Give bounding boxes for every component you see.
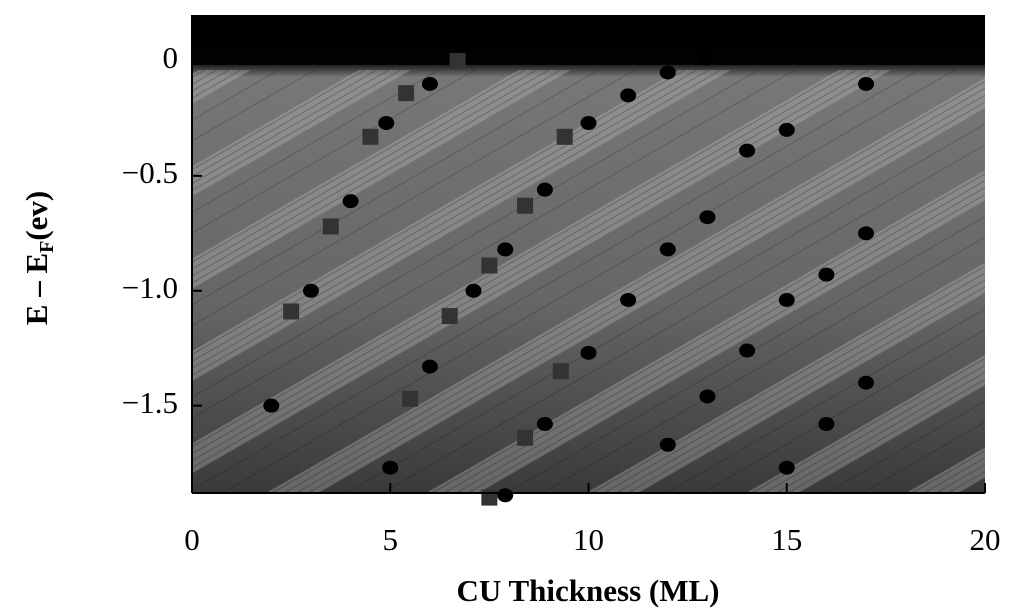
circle-point <box>699 210 716 225</box>
square-point <box>517 197 534 214</box>
square-point <box>481 257 498 274</box>
circle-point <box>580 345 597 360</box>
y-tick-label: −1.5 <box>122 385 178 420</box>
circle-point <box>739 343 756 358</box>
circle-point <box>699 389 716 404</box>
square-point <box>283 303 300 320</box>
y-tick-label: −0.5 <box>122 155 178 190</box>
x-axis-label: CU Thickness (ML) <box>457 573 720 608</box>
circle-point <box>818 417 835 432</box>
square-point <box>441 308 458 325</box>
contour-texture <box>192 70 985 493</box>
square-point <box>322 218 339 235</box>
circle-point <box>858 375 875 390</box>
circle-point <box>659 242 676 257</box>
circle-point <box>858 226 875 241</box>
circle-point <box>302 283 319 298</box>
circle-point <box>536 417 553 432</box>
circle-point <box>378 116 395 131</box>
y-label-main: E – E <box>19 253 54 325</box>
circle-point <box>421 359 438 374</box>
square-point <box>481 489 498 506</box>
square-point <box>449 52 466 69</box>
circle-point <box>536 182 553 197</box>
circle-point <box>659 437 676 452</box>
y-label-sub: F <box>36 241 58 253</box>
y-tick-label: 0 <box>163 40 179 75</box>
square-point <box>517 429 534 446</box>
square-point <box>552 363 569 380</box>
circle-point <box>382 460 399 475</box>
x-tick-label: 15 <box>771 522 802 557</box>
circle-point <box>421 76 438 91</box>
x-tick-label: 10 <box>573 522 604 557</box>
circle-point <box>263 398 280 413</box>
y-axis-label: E – EF(ev) <box>19 191 57 325</box>
circle-point <box>778 292 795 307</box>
circle-point <box>497 488 514 503</box>
circle-point <box>818 267 835 282</box>
square-point <box>362 128 379 145</box>
x-tick-label: 0 <box>184 522 200 557</box>
circle-point <box>580 116 597 131</box>
circle-point <box>659 65 676 80</box>
circle-point <box>778 460 795 475</box>
square-point <box>556 128 573 145</box>
x-tick-label: 5 <box>383 522 399 557</box>
x-tick-label: 20 <box>970 522 1001 557</box>
dark-band <box>192 15 985 65</box>
circle-point <box>342 194 359 209</box>
square-point <box>398 85 415 102</box>
circle-point <box>620 88 637 103</box>
circle-point <box>858 76 875 91</box>
circle-point <box>497 242 514 257</box>
square-point <box>402 390 419 407</box>
circle-point <box>620 292 637 307</box>
circle-point <box>778 122 795 137</box>
plot-area <box>192 15 985 506</box>
circle-point <box>739 143 756 158</box>
y-label-unit: (ev) <box>19 191 54 241</box>
y-tick-label: −1.0 <box>122 270 178 305</box>
circle-point <box>699 51 716 66</box>
circle-point <box>465 283 482 298</box>
